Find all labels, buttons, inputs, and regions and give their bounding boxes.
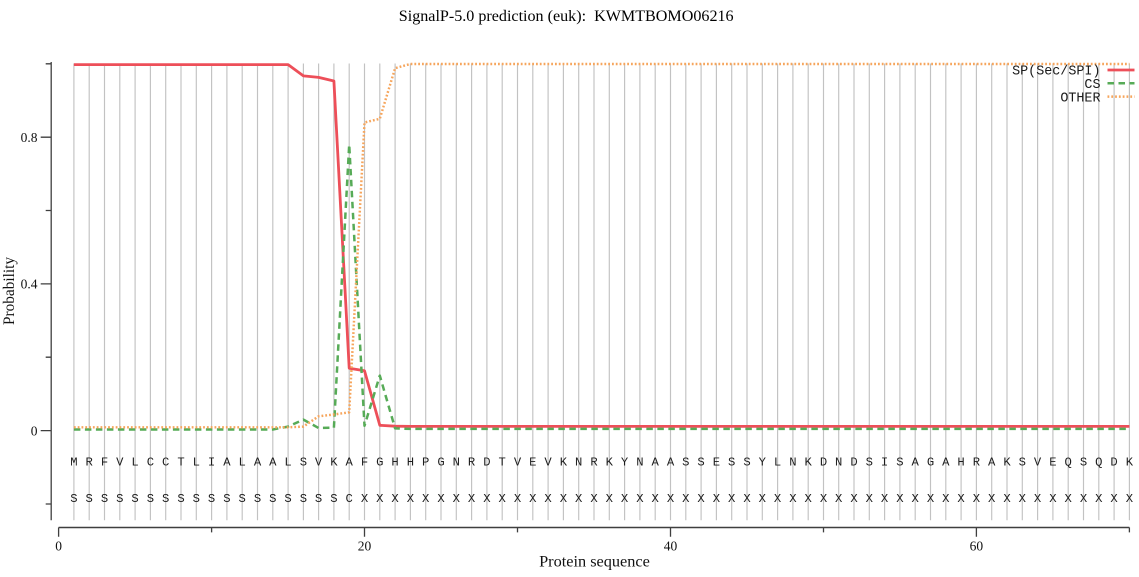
- svg-text:SP(Sec/SPI): SP(Sec/SPI): [1012, 65, 1100, 80]
- svg-text:0: 0: [55, 539, 62, 554]
- svg-text:40: 40: [664, 539, 678, 554]
- svg-text:0.4: 0.4: [21, 277, 38, 292]
- svg-text:60: 60: [970, 539, 984, 554]
- svg-text:20: 20: [358, 539, 372, 554]
- svg-text:0: 0: [31, 423, 38, 438]
- svg-text:0.8: 0.8: [21, 130, 38, 145]
- svg-text:Protein sequence: Protein sequence: [539, 552, 650, 571]
- svg-text:CS: CS: [1084, 78, 1100, 93]
- svg-text:OTHER: OTHER: [1060, 91, 1100, 106]
- svg-text:Probability: Probability: [1, 257, 18, 325]
- svg-text:SignalP-5.0 prediction (euk):: SignalP-5.0 prediction (euk): KWMTBOMO06…: [399, 8, 734, 25]
